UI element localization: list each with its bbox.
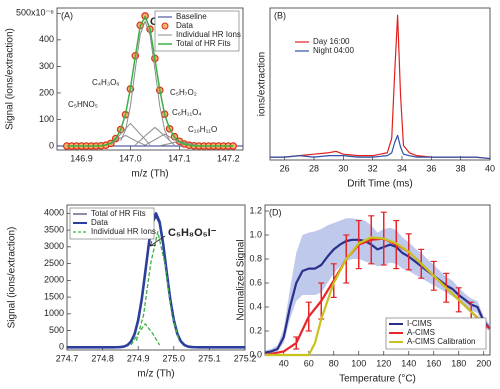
panel-label: (D) [269,207,282,217]
x-tick-label: 147.1 [168,153,191,163]
series-line [130,323,161,346]
y-tick-label: 0.4 [249,301,262,311]
annotation-arrow [149,235,166,247]
series-line [135,231,180,341]
annotation: C₄H₃O₆ [92,78,120,87]
y-tick-label: 0.8 [249,253,262,263]
annotation: C₆H₁₁O₄ [172,108,202,117]
y-axis-label: Signal (ions/extraction) [7,227,18,329]
legend-marker [161,22,169,30]
y-tick-label: 0 [49,140,54,150]
annotation: C₅HNO₅ [68,100,98,109]
x-tick-label: 147.0 [119,153,142,163]
series-line [66,15,234,147]
series-line [264,238,491,354]
series-line [270,134,491,160]
x-tick-label: 40 [279,358,289,368]
series-line [120,20,171,141]
x-tick-label: 274.8 [91,353,114,363]
x-tick-label: 160 [426,358,441,368]
panel-label: (A) [61,10,73,20]
y-tick-label: 1000 [44,308,64,318]
legend-label: Data [176,21,193,30]
y-tick-label: 1.2 [249,205,262,215]
x-tick-label: 275.2 [234,353,257,363]
legend-label: Day 16:00 [313,37,350,46]
y-tick-label: 1.0 [249,229,262,239]
x-tick-label: 100 [351,358,366,368]
y-tick-label: 2000 [44,275,64,285]
y-tick-label: 500x10⁻⁶ [16,8,54,18]
y-tick-label: 500 [49,325,64,335]
x-tick-label: 275.1 [198,353,221,363]
annotation: C₁₀H₁₁O [188,125,217,134]
x-tick-label: 147.2 [217,153,240,163]
x-axis-label: Drift Time (ms) [347,179,413,190]
plot-frame [66,204,246,351]
x-tick-label: 28 [309,163,319,173]
x-tick-label: 30 [338,163,348,173]
x-tick-label: 60 [304,358,314,368]
legend-label: Baseline [176,12,207,21]
x-tick-label: 120 [376,358,391,368]
y-tick-label: 0 [59,342,64,352]
x-tick-label: 26 [280,163,290,173]
annotation: C₅H₈O₅I⁻ [168,227,217,239]
x-tick-label: 274.9 [127,353,150,363]
legend-label: Individual HR Ions [91,227,156,236]
legend-label: Night 04:00 [313,46,354,55]
y-tick-label: 3500 [44,224,64,234]
legend-label: Individual HR Ions [176,30,241,39]
x-tick-label: 140 [401,358,416,368]
plot-frame [56,7,244,151]
x-tick-label: 200 [476,358,491,368]
legend-label: I-CIMS [407,319,432,328]
x-tick-label: 34 [397,163,407,173]
x-tick-label: 38 [456,163,466,173]
legend-label: A-CIMS Calibration [407,337,475,346]
y-tick-label: 400 [39,34,54,44]
legend-label: A-CIMS [407,328,435,337]
legend-label: Total of HR Fits [176,39,231,48]
series-line [270,14,491,160]
y-tick-label: 4000 [44,208,64,218]
panel-label: (B) [274,10,286,20]
plot-frame [269,7,491,161]
y-tick-label: 0.2 [249,325,262,335]
y-tick-label: 0.6 [249,277,262,287]
y-axis-label: ions/extraction [257,52,268,116]
y-tick-label: 300 [39,61,54,71]
x-axis-label: m/z (Th) [137,369,174,380]
uncertainty-band [265,218,490,355]
x-tick-label: 146.9 [70,153,93,163]
y-tick-label: 1500 [44,291,64,301]
y-axis-label: Signal (ions/extraction) [5,28,16,130]
x-tick-label: 36 [426,163,436,173]
annotation: C₅H₇O₂ [170,88,197,97]
y-tick-label: 2500 [44,258,64,268]
y-axis-label: Normalized Signal [236,239,247,320]
x-tick-label: 40 [485,163,495,173]
y-tick-label: 100 [39,114,54,124]
y-tick-label: 200 [39,87,54,97]
x-tick-label: 275.0 [163,353,186,363]
series-line [265,236,485,357]
x-tick-label: 274.7 [56,353,79,363]
x-tick-label: 180 [451,358,466,368]
series-line [134,126,175,146]
plot-frame [264,204,491,356]
y-tick-label: 0.0 [249,349,262,359]
series-line [67,212,245,349]
y-tick-label: 3000 [44,241,64,251]
x-tick-label: 32 [368,163,378,173]
x-axis-label: m/z (Th) [131,169,168,180]
legend-label: Data [91,218,108,227]
x-axis-label: Temperature (°C) [339,374,416,385]
legend-label: Total of HR Fits [91,209,146,218]
x-tick-label: 80 [329,358,339,368]
